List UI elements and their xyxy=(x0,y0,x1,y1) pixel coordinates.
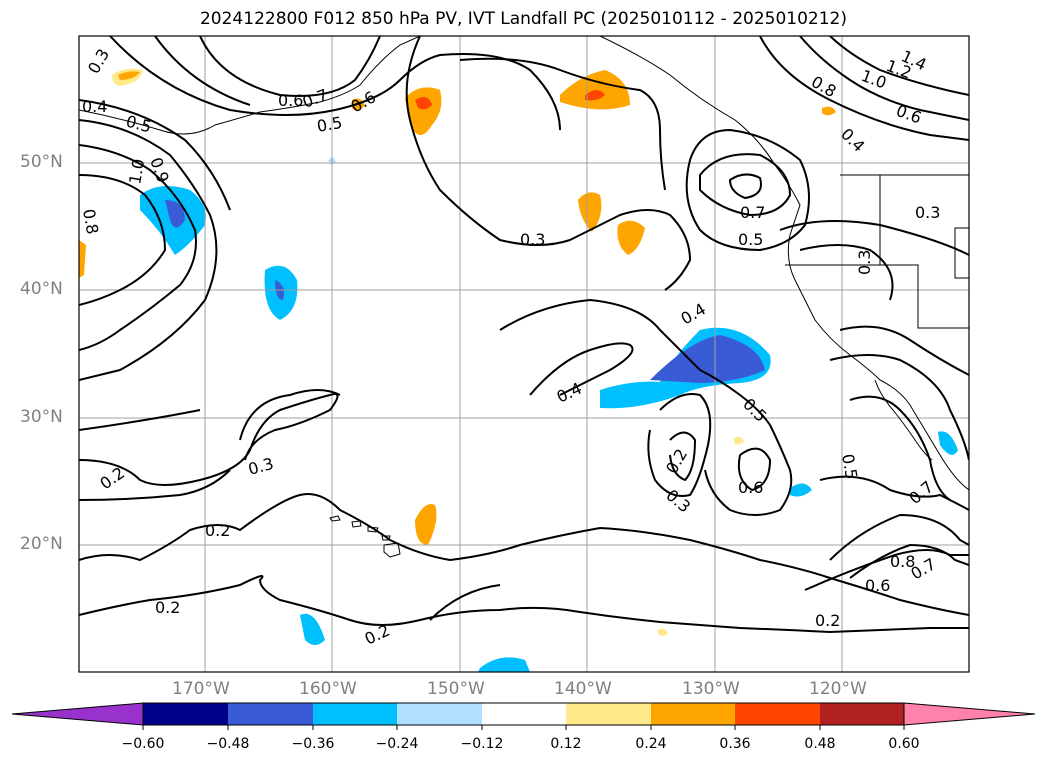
contour-label: 0.2 xyxy=(205,521,230,540)
colorbar-bin xyxy=(735,703,820,725)
colorbar-tick-label: −0.48 xyxy=(206,736,250,752)
hawaii-islands xyxy=(329,515,401,558)
colorbar-bin xyxy=(651,703,735,725)
contour-label: 0.3 xyxy=(662,486,694,517)
contour-label: 0.4 xyxy=(554,379,585,407)
contour-label: 0.2 xyxy=(155,598,180,617)
contour-label: 0.7 xyxy=(740,203,765,222)
contour-label: 0.7 xyxy=(905,477,937,508)
colorbar-tick-label: 0.24 xyxy=(635,736,667,752)
contour-label: 0.2 xyxy=(662,445,691,477)
lon-label: 160°W xyxy=(299,679,357,699)
colorbar-tick-label: 0.60 xyxy=(888,736,920,752)
colorbar-bin xyxy=(313,703,397,725)
colorbar-tick-label: 0.48 xyxy=(804,736,836,752)
colorbar-bin xyxy=(566,703,651,725)
colorbar-bin xyxy=(228,703,313,725)
contour-label: 0.4 xyxy=(678,299,710,328)
contour-label: 0.5 xyxy=(838,452,861,480)
colorbar-tick-label: 0.36 xyxy=(719,736,751,752)
contour-label: 0.3 xyxy=(855,250,874,275)
contour-label: 0.2 xyxy=(815,611,840,630)
contour-label: 0.6 xyxy=(738,478,763,497)
lat-label: 50°N xyxy=(20,152,63,172)
colorbar-tick-label: −0.12 xyxy=(460,736,504,752)
colorbar-tick-label: −0.24 xyxy=(375,736,419,752)
contour-label: 0.8 xyxy=(808,72,840,101)
contour-label: 0.3 xyxy=(246,454,276,479)
lon-label: 150°W xyxy=(427,679,485,699)
contour-label: 0.5 xyxy=(738,230,763,249)
contour-label: 1.0 xyxy=(125,157,148,185)
colorbar-bin xyxy=(482,703,566,725)
contour-label: 0.6 xyxy=(348,87,380,116)
colorbar-bin xyxy=(820,703,904,725)
contour-label: 0.4 xyxy=(82,97,107,116)
coastlines xyxy=(79,36,969,491)
colorbar-max-extension xyxy=(903,702,1036,726)
contour-label: 0.8 xyxy=(79,207,102,235)
contour-label: 0.6 xyxy=(865,576,890,595)
contour-label: 0.6 xyxy=(278,91,303,110)
colorbar-bin xyxy=(143,703,228,725)
colorbar xyxy=(11,702,1036,730)
contour-label: 0.3 xyxy=(915,203,940,222)
colorbar-min-extension xyxy=(11,702,144,726)
lat-label: 30°N xyxy=(20,407,63,427)
contour-label: 0.7 xyxy=(300,85,330,112)
contour-label: 0.6 xyxy=(894,101,924,128)
ivt-shading xyxy=(79,68,958,672)
colorbar-bin xyxy=(397,703,482,725)
lat-label: 20°N xyxy=(20,534,63,554)
colorbar-tick-label: −0.60 xyxy=(121,736,165,752)
map-title: 2024122800 F012 850 hPa PV, IVT Landfall… xyxy=(199,9,847,29)
lat-label: 40°N xyxy=(20,279,63,299)
colorbar-frame xyxy=(142,702,905,726)
contour-labels: 0.3 0.7 0.5 0.3 0.4 0.4 0.5 0.6 0.3 0.2 … xyxy=(79,45,940,648)
contour-label: 0.5 xyxy=(315,113,343,136)
pv-contours xyxy=(79,36,969,634)
lon-label: 120°W xyxy=(809,679,867,699)
lon-label: 170°W xyxy=(172,679,230,699)
colorbar-tick-label: 0.12 xyxy=(550,736,582,752)
colorbar-tick-label: −0.36 xyxy=(291,736,335,752)
lon-label: 140°W xyxy=(554,679,612,699)
contour-label: 0.9 xyxy=(146,155,173,185)
lon-label: 130°W xyxy=(682,679,740,699)
graticule xyxy=(79,36,969,672)
map-frame xyxy=(78,35,970,673)
contour-label: 0.8 xyxy=(890,552,915,571)
contour-label: 0.3 xyxy=(84,45,113,77)
contour-label: 0.3 xyxy=(520,230,545,249)
